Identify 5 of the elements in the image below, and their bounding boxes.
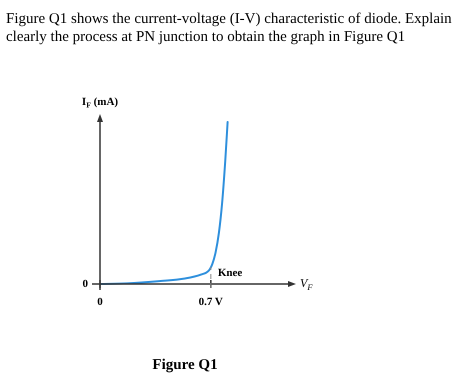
- chart-title: Figure Q1 shows the current-voltage (I-V) characteristic of diode. Explain clearly the process at PN junction to obtain the graph in Figure Q1: [6, 10, 453, 46]
- caption: Figure Q1: [152, 356, 218, 373]
- x-tick-label: 0.7 V: [198, 296, 223, 308]
- annotation: Knee: [218, 267, 242, 280]
- annotation: 0: [82, 278, 88, 290]
